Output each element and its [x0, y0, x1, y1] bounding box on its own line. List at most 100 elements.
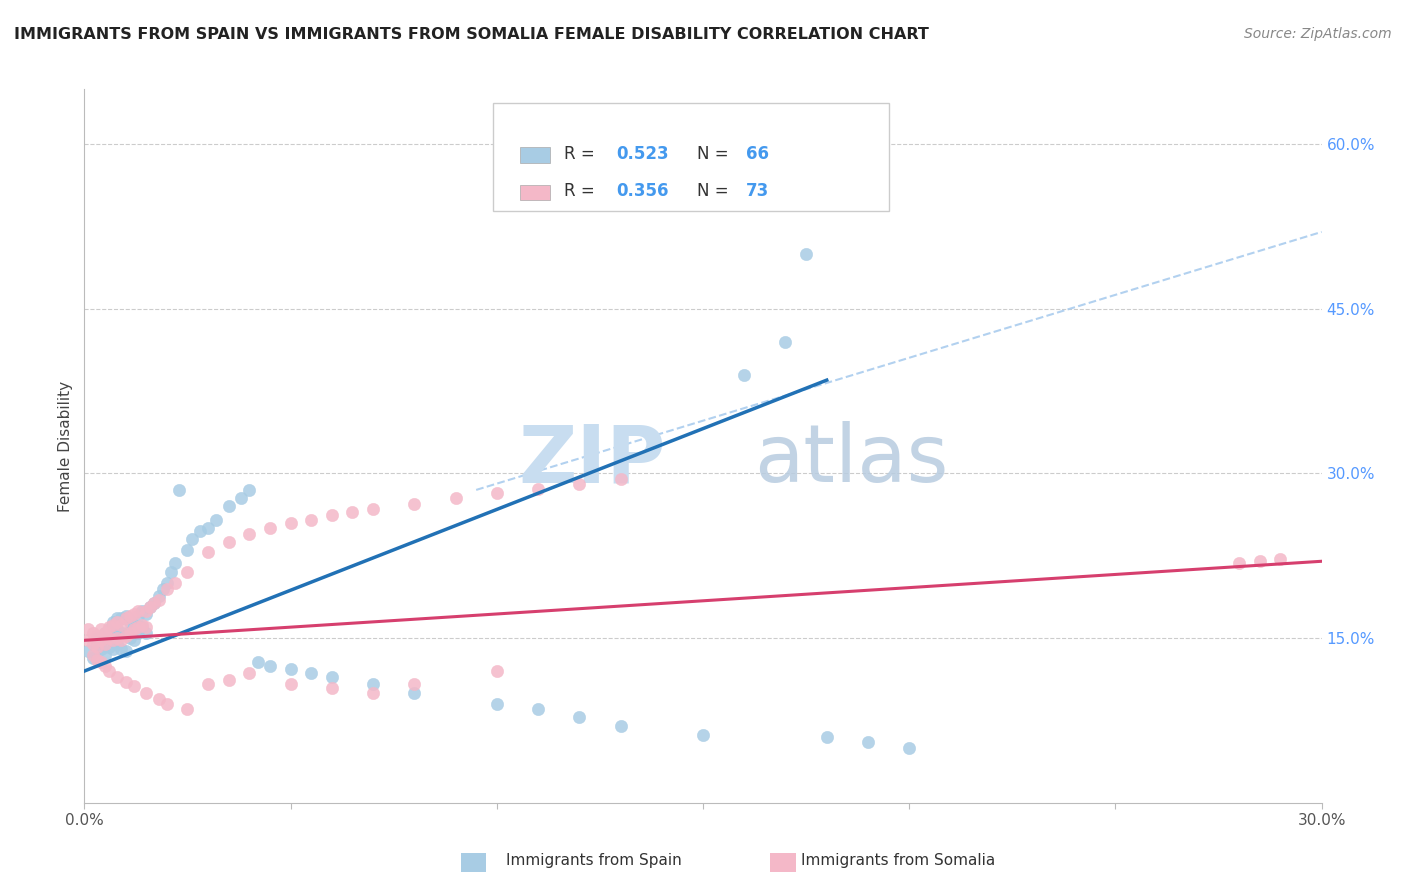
Point: [148, 691, 170, 706]
Point: [361, 686, 384, 700]
Point: [90, 623, 112, 637]
Point: [299, 666, 322, 681]
Point: [77, 644, 100, 658]
Point: [148, 590, 170, 604]
Point: [90, 642, 112, 657]
Point: [135, 607, 157, 621]
Bar: [520, 147, 550, 163]
Point: [898, 740, 921, 755]
Point: [794, 247, 817, 261]
Point: [197, 545, 219, 559]
Text: IMMIGRANTS FROM SPAIN VS IMMIGRANTS FROM SOMALIA FEMALE DISABILITY CORRELATION C: IMMIGRANTS FROM SPAIN VS IMMIGRANTS FROM…: [14, 27, 929, 42]
Point: [404, 686, 426, 700]
Point: [118, 615, 141, 629]
Point: [197, 677, 219, 691]
Point: [218, 673, 240, 687]
Point: [82, 651, 104, 665]
Point: [94, 658, 117, 673]
Point: [114, 675, 136, 690]
Point: [404, 497, 426, 511]
Point: [82, 637, 104, 651]
Point: [110, 611, 132, 625]
Point: [160, 566, 183, 580]
Point: [131, 618, 153, 632]
Point: [527, 702, 550, 716]
Point: [165, 576, 187, 591]
Point: [90, 633, 112, 648]
Point: [238, 526, 260, 541]
Point: [167, 483, 190, 497]
Point: [105, 615, 128, 629]
Point: [110, 625, 132, 640]
Point: [156, 582, 179, 596]
Point: [176, 566, 198, 580]
Point: [90, 633, 112, 648]
Point: [110, 618, 132, 632]
Point: [361, 677, 384, 691]
Point: [733, 368, 755, 382]
Point: [98, 631, 121, 645]
Point: [114, 609, 136, 624]
Point: [98, 664, 121, 678]
Point: [118, 625, 141, 640]
Point: [485, 697, 508, 711]
Point: [321, 681, 343, 695]
Text: Immigrants from Somalia: Immigrants from Somalia: [801, 854, 995, 868]
Point: [77, 623, 100, 637]
Point: [135, 620, 157, 634]
Point: [127, 604, 149, 618]
Point: [609, 472, 631, 486]
Point: [1270, 552, 1292, 566]
Point: [122, 680, 145, 694]
Point: [86, 653, 108, 667]
Point: [135, 604, 157, 618]
Point: [143, 596, 166, 610]
Point: [82, 648, 104, 662]
Text: Source: ZipAtlas.com: Source: ZipAtlas.com: [1244, 27, 1392, 41]
Point: [815, 730, 838, 744]
Point: [1249, 554, 1271, 568]
Point: [122, 633, 145, 648]
Point: [321, 669, 343, 683]
Point: [127, 609, 149, 624]
Point: [143, 596, 166, 610]
Point: [176, 702, 198, 716]
Point: [105, 669, 128, 683]
Point: [135, 625, 157, 640]
Point: [114, 625, 136, 640]
Point: [122, 623, 145, 637]
Point: [205, 512, 228, 526]
Point: [94, 648, 117, 662]
Point: [110, 633, 132, 648]
Point: [131, 620, 153, 634]
Point: [280, 662, 302, 676]
Point: [527, 482, 550, 496]
Point: [259, 521, 281, 535]
Point: [105, 637, 128, 651]
Point: [105, 611, 128, 625]
Point: [485, 486, 508, 500]
Point: [156, 697, 179, 711]
Point: [103, 615, 125, 629]
Point: [82, 625, 104, 640]
Point: [609, 719, 631, 733]
Text: N =: N =: [697, 182, 734, 200]
Point: [238, 483, 260, 497]
Y-axis label: Female Disability: Female Disability: [58, 380, 73, 512]
Point: [485, 664, 508, 678]
Text: N =: N =: [697, 145, 734, 162]
Point: [118, 609, 141, 624]
Point: [139, 600, 162, 615]
Point: [152, 582, 174, 596]
Point: [321, 508, 343, 523]
Point: [148, 592, 170, 607]
Point: [404, 677, 426, 691]
Point: [90, 655, 112, 669]
Point: [114, 629, 136, 643]
Point: [118, 631, 141, 645]
Point: [105, 623, 128, 637]
Point: [165, 557, 187, 571]
Text: atlas: atlas: [754, 421, 949, 500]
Point: [77, 633, 100, 648]
Point: [98, 620, 121, 634]
